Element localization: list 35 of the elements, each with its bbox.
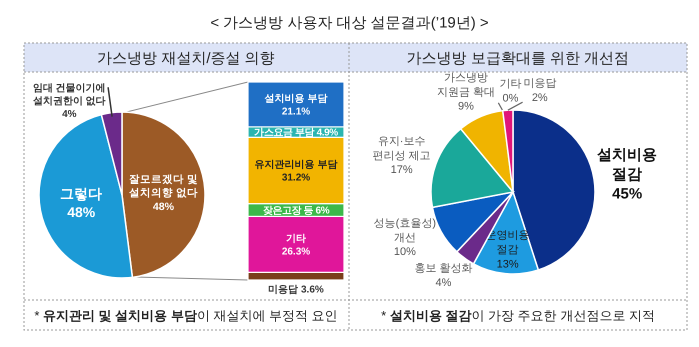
data-label: 4% [62, 109, 77, 120]
chart-title: 가스냉방 보급확대를 위한 개선점 [406, 50, 630, 67]
text: 잦은고장 등 6% [262, 206, 330, 217]
data-label: 21.1% [282, 106, 310, 118]
data-label: 26.3% [282, 246, 310, 258]
text: 미응답 3.6% [268, 284, 324, 296]
data-label: 10% [394, 246, 416, 258]
slice-label: 미응답 [523, 78, 556, 90]
slice-label: 설치비용 절감 [597, 146, 658, 183]
text: *유지관리 및 설치비용 부담이 재설치에 부정적 요인 [34, 308, 338, 323]
data-label: 13% [496, 258, 519, 270]
slice-label: 임대 건물이기에 설치권한이 없다 [32, 83, 106, 108]
data-label: 45% [612, 185, 642, 202]
slice-label: 그렇다 [60, 186, 102, 202]
chart-subtitle: 가스냉방 재설치/증설 의향 [97, 50, 275, 67]
data-label: 48% [67, 204, 96, 220]
series-label: 설치비용 부담 [264, 93, 328, 104]
slice-label: 잘모르겠다 및 설치의향 없다 [128, 173, 198, 200]
text: 가스요금 부담 4.9% [254, 128, 338, 139]
data-label: 17% [390, 164, 413, 176]
data-label: 48% [152, 200, 175, 213]
slice-label: 유지·보수 편리성 제고 [372, 135, 431, 162]
slice-label: 홍보 활성화 [414, 262, 472, 274]
data-label: 2% [532, 92, 548, 104]
data-label: 9% [458, 100, 474, 113]
data-label: 4% [435, 276, 452, 289]
series-label: 기타 [286, 233, 306, 244]
series-label: 유지관리비용 부담 [254, 159, 338, 170]
text: < 가스냉방 사용자 대상 설문결과(’19년) > [210, 14, 489, 32]
text: 0% [502, 92, 518, 105]
data-label: 31.2% [282, 172, 310, 184]
text: *설치비용 절감이 가장 주요한 개선점으로 지적 [381, 308, 655, 323]
category-label: 기타 [499, 78, 522, 90]
slice-label: 가스냉방 지원금 확대 [436, 72, 496, 98]
slice-label: 성능(효율성) 개선 [374, 218, 436, 244]
